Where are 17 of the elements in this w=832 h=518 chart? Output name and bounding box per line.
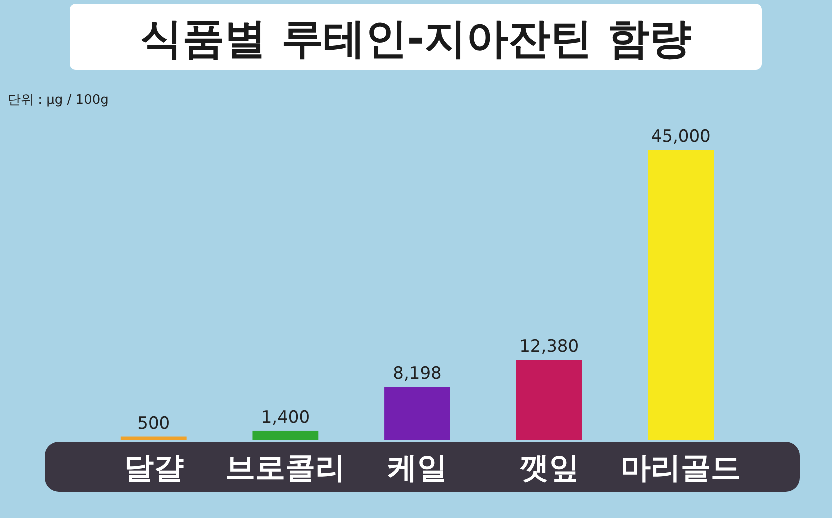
data-label: 500 [138,414,170,434]
chart-title: 식품별 루테인-지아잔틴 함량 [140,14,692,63]
data-label: 45,000 [651,127,711,147]
x-tick-label: 달걀 [124,451,184,486]
bar [648,150,714,440]
bar [384,387,450,440]
data-label: 8,198 [393,364,442,384]
x-tick-label: 케일 [388,451,448,486]
x-tick-label: 마리골드 [621,451,742,486]
bar [120,436,187,440]
bar [252,430,319,440]
data-label: 1,400 [261,408,310,428]
bar [516,360,582,440]
text: 단위 : μg / 100g [8,93,109,108]
x-tick-label: 깻잎 [519,451,580,486]
x-tick-label: 브로콜리 [226,451,346,486]
data-label: 12,380 [520,337,580,358]
